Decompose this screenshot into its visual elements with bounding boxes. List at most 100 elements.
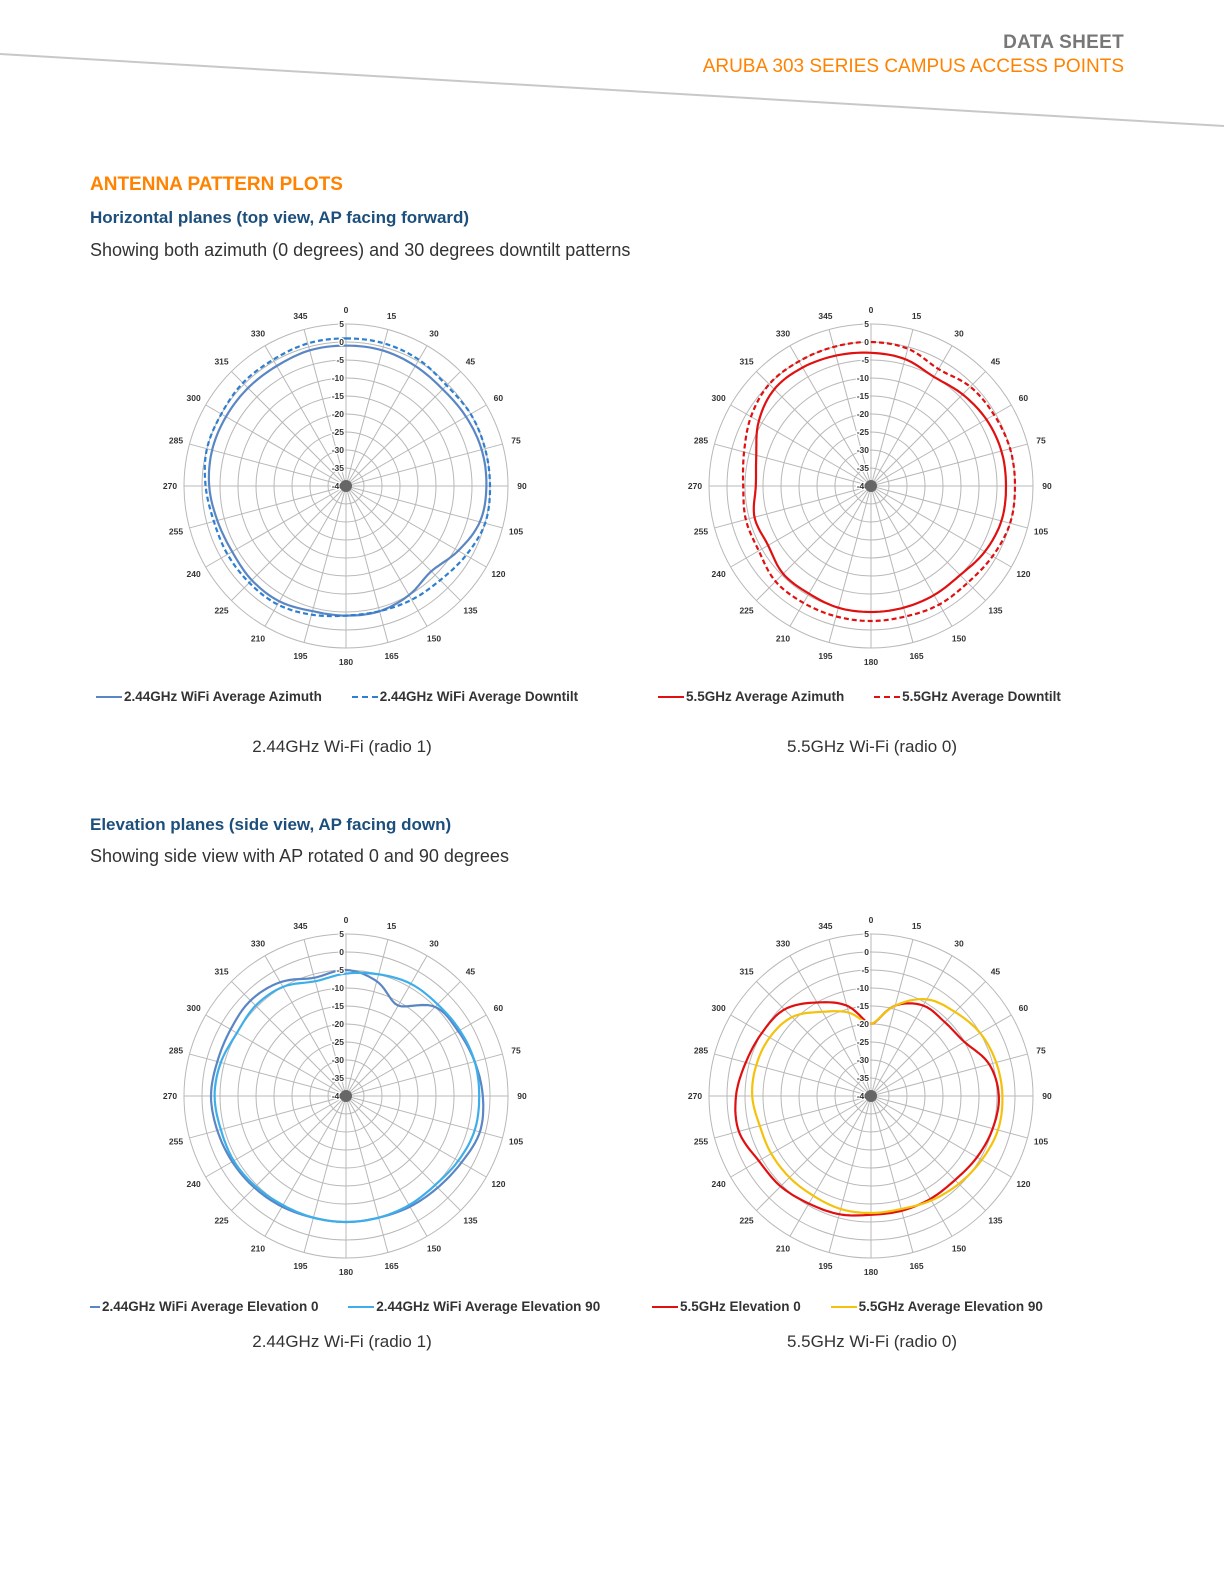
angle-tick-label: 60 [494, 1003, 504, 1013]
grid-spoke [789, 345, 872, 487]
angle-tick-label: 45 [466, 357, 476, 367]
center-marker [865, 480, 877, 492]
grid-spoke [789, 955, 872, 1097]
legend-24ghz-elevation: 2.44GHz WiFi Average Elevation 0 2.44GHz… [90, 1299, 626, 1314]
legend-label: 5.5GHz Average Azimuth [686, 689, 845, 704]
grid-spoke [231, 1095, 347, 1211]
grid-spoke [870, 485, 953, 627]
grid-spoke [714, 485, 872, 529]
radial-tick-label: 0 [339, 337, 344, 347]
grid-spoke [870, 1095, 1028, 1139]
angle-tick-label: 225 [214, 605, 228, 615]
grid-spoke [205, 404, 347, 487]
angle-tick-label: 120 [1016, 1179, 1030, 1189]
angle-tick-label: 330 [776, 329, 790, 339]
grid-spoke [345, 955, 428, 1097]
polar-grid [708, 933, 1034, 1259]
angle-tick-label: 315 [214, 357, 228, 367]
radial-tick-label: -20 [332, 409, 345, 419]
angle-tick-label: 240 [186, 569, 200, 579]
legend-item: 2.44GHz WiFi Average Azimuth [96, 689, 322, 704]
angle-tick-label: 270 [163, 481, 177, 491]
radial-tick-label: -10 [332, 373, 345, 383]
radial-tick-label: -25 [332, 427, 345, 437]
legend-swatch [658, 696, 684, 699]
header-rule [0, 53, 1224, 127]
polar-plot-24ghz-horizontal: 0 15 30 45 60 75 90 105 120 135 150 165 180 195 210 225… [140, 280, 552, 690]
angle-tick-label: 345 [293, 311, 307, 321]
radial-tick-label: 0 [864, 337, 869, 347]
grid-spoke [870, 1095, 953, 1237]
radial-tick-label: -20 [857, 1019, 870, 1029]
angle-tick-label: 255 [169, 527, 183, 537]
legend-item: 5.5GHz Elevation 0 [652, 1299, 801, 1314]
legend-24ghz-horizontal: 2.44GHz WiFi Average Azimuth 2.44GHz WiF… [96, 689, 604, 704]
legend-swatch [96, 696, 122, 699]
grid-spoke [756, 981, 872, 1097]
angle-tick-label: 240 [186, 1179, 200, 1189]
radial-tick-label: -5 [861, 355, 869, 365]
angle-tick-label: 30 [429, 939, 439, 949]
radial-tick-label: -5 [336, 355, 344, 365]
angle-tick-label: 105 [509, 1137, 523, 1147]
angle-tick-label: 75 [1036, 1045, 1046, 1055]
radial-tick-label: -20 [332, 1019, 345, 1029]
legend-label: 2.44GHz WiFi Average Azimuth [124, 689, 322, 704]
legend-swatch [652, 1306, 678, 1309]
grid-spoke [345, 443, 503, 487]
elevation-planes-title: Elevation planes (side view, AP facing d… [90, 815, 452, 834]
angle-tick-label: 210 [251, 1243, 265, 1253]
angle-tick-label: 285 [694, 435, 708, 445]
angle-tick-label: 0 [869, 915, 874, 925]
angle-tick-label: 345 [818, 311, 832, 321]
angle-tick-label: 105 [509, 527, 523, 537]
legend-label: 2.44GHz WiFi Average Elevation 90 [376, 1299, 601, 1314]
angle-tick-label: 75 [511, 435, 521, 445]
grid-spoke [870, 1095, 1012, 1178]
radial-tick-label: 5 [339, 929, 344, 939]
angle-tick-label: 300 [711, 393, 725, 403]
center-marker [865, 1090, 877, 1102]
legend-item: 2.44GHz WiFi Average Elevation 90 [348, 1299, 600, 1314]
grid-spoke [714, 443, 872, 487]
grid-spoke [345, 485, 389, 643]
grid-spoke [345, 1095, 503, 1139]
angle-tick-label: 165 [909, 1261, 923, 1271]
grid-spoke [730, 404, 872, 487]
section-title: ANTENNA PATTERN PLOTS [90, 174, 343, 195]
grid-spoke [345, 485, 461, 601]
grid-spoke [345, 981, 461, 1097]
grid-spoke [828, 485, 872, 643]
legend-label: 5.5GHz Average Downtilt [902, 689, 1061, 704]
radial-tick-label: 0 [339, 947, 344, 957]
grid-spoke [303, 939, 347, 1097]
grid-spoke [756, 485, 872, 601]
angle-tick-label: 105 [1034, 527, 1048, 537]
legend-item: 2.44GHz WiFi Average Downtilt [351, 689, 578, 704]
grid-spoke [870, 485, 986, 601]
angle-tick-label: 315 [739, 357, 753, 367]
legend-55ghz-elevation: 5.5GHz Elevation 0 5.5GHz Average Elevat… [652, 1299, 1069, 1314]
grid-spoke [264, 485, 347, 627]
grid-spoke [870, 1095, 914, 1253]
angle-tick-label: 120 [1016, 569, 1030, 579]
angle-tick-label: 15 [387, 921, 397, 931]
grid-spoke [730, 1095, 872, 1178]
grid-spoke [870, 485, 914, 643]
polar-chart: 0 15 30 45 60 75 90 105 120 135 150 165 180 195 210 225… [163, 915, 527, 1277]
angle-tick-label: 135 [463, 1215, 477, 1225]
grid-spoke [189, 1095, 347, 1139]
angle-tick-label: 210 [251, 633, 265, 643]
angle-tick-label: 60 [1019, 393, 1029, 403]
angle-tick-label: 15 [912, 921, 922, 931]
radial-tick-label: -15 [332, 1001, 345, 1011]
angle-tick-label: 90 [517, 1091, 527, 1101]
grid-spoke [345, 1095, 487, 1178]
grid-spoke [345, 1095, 428, 1237]
angle-tick-label: 135 [988, 1215, 1002, 1225]
angle-tick-label: 135 [463, 605, 477, 615]
polar-chart: 0 15 30 45 60 75 90 105 120 135 150 165 180 195 210 225… [688, 305, 1052, 667]
grid-spoke [870, 981, 986, 1097]
grid-spoke [870, 955, 953, 1097]
angle-tick-label: 90 [1042, 481, 1052, 491]
